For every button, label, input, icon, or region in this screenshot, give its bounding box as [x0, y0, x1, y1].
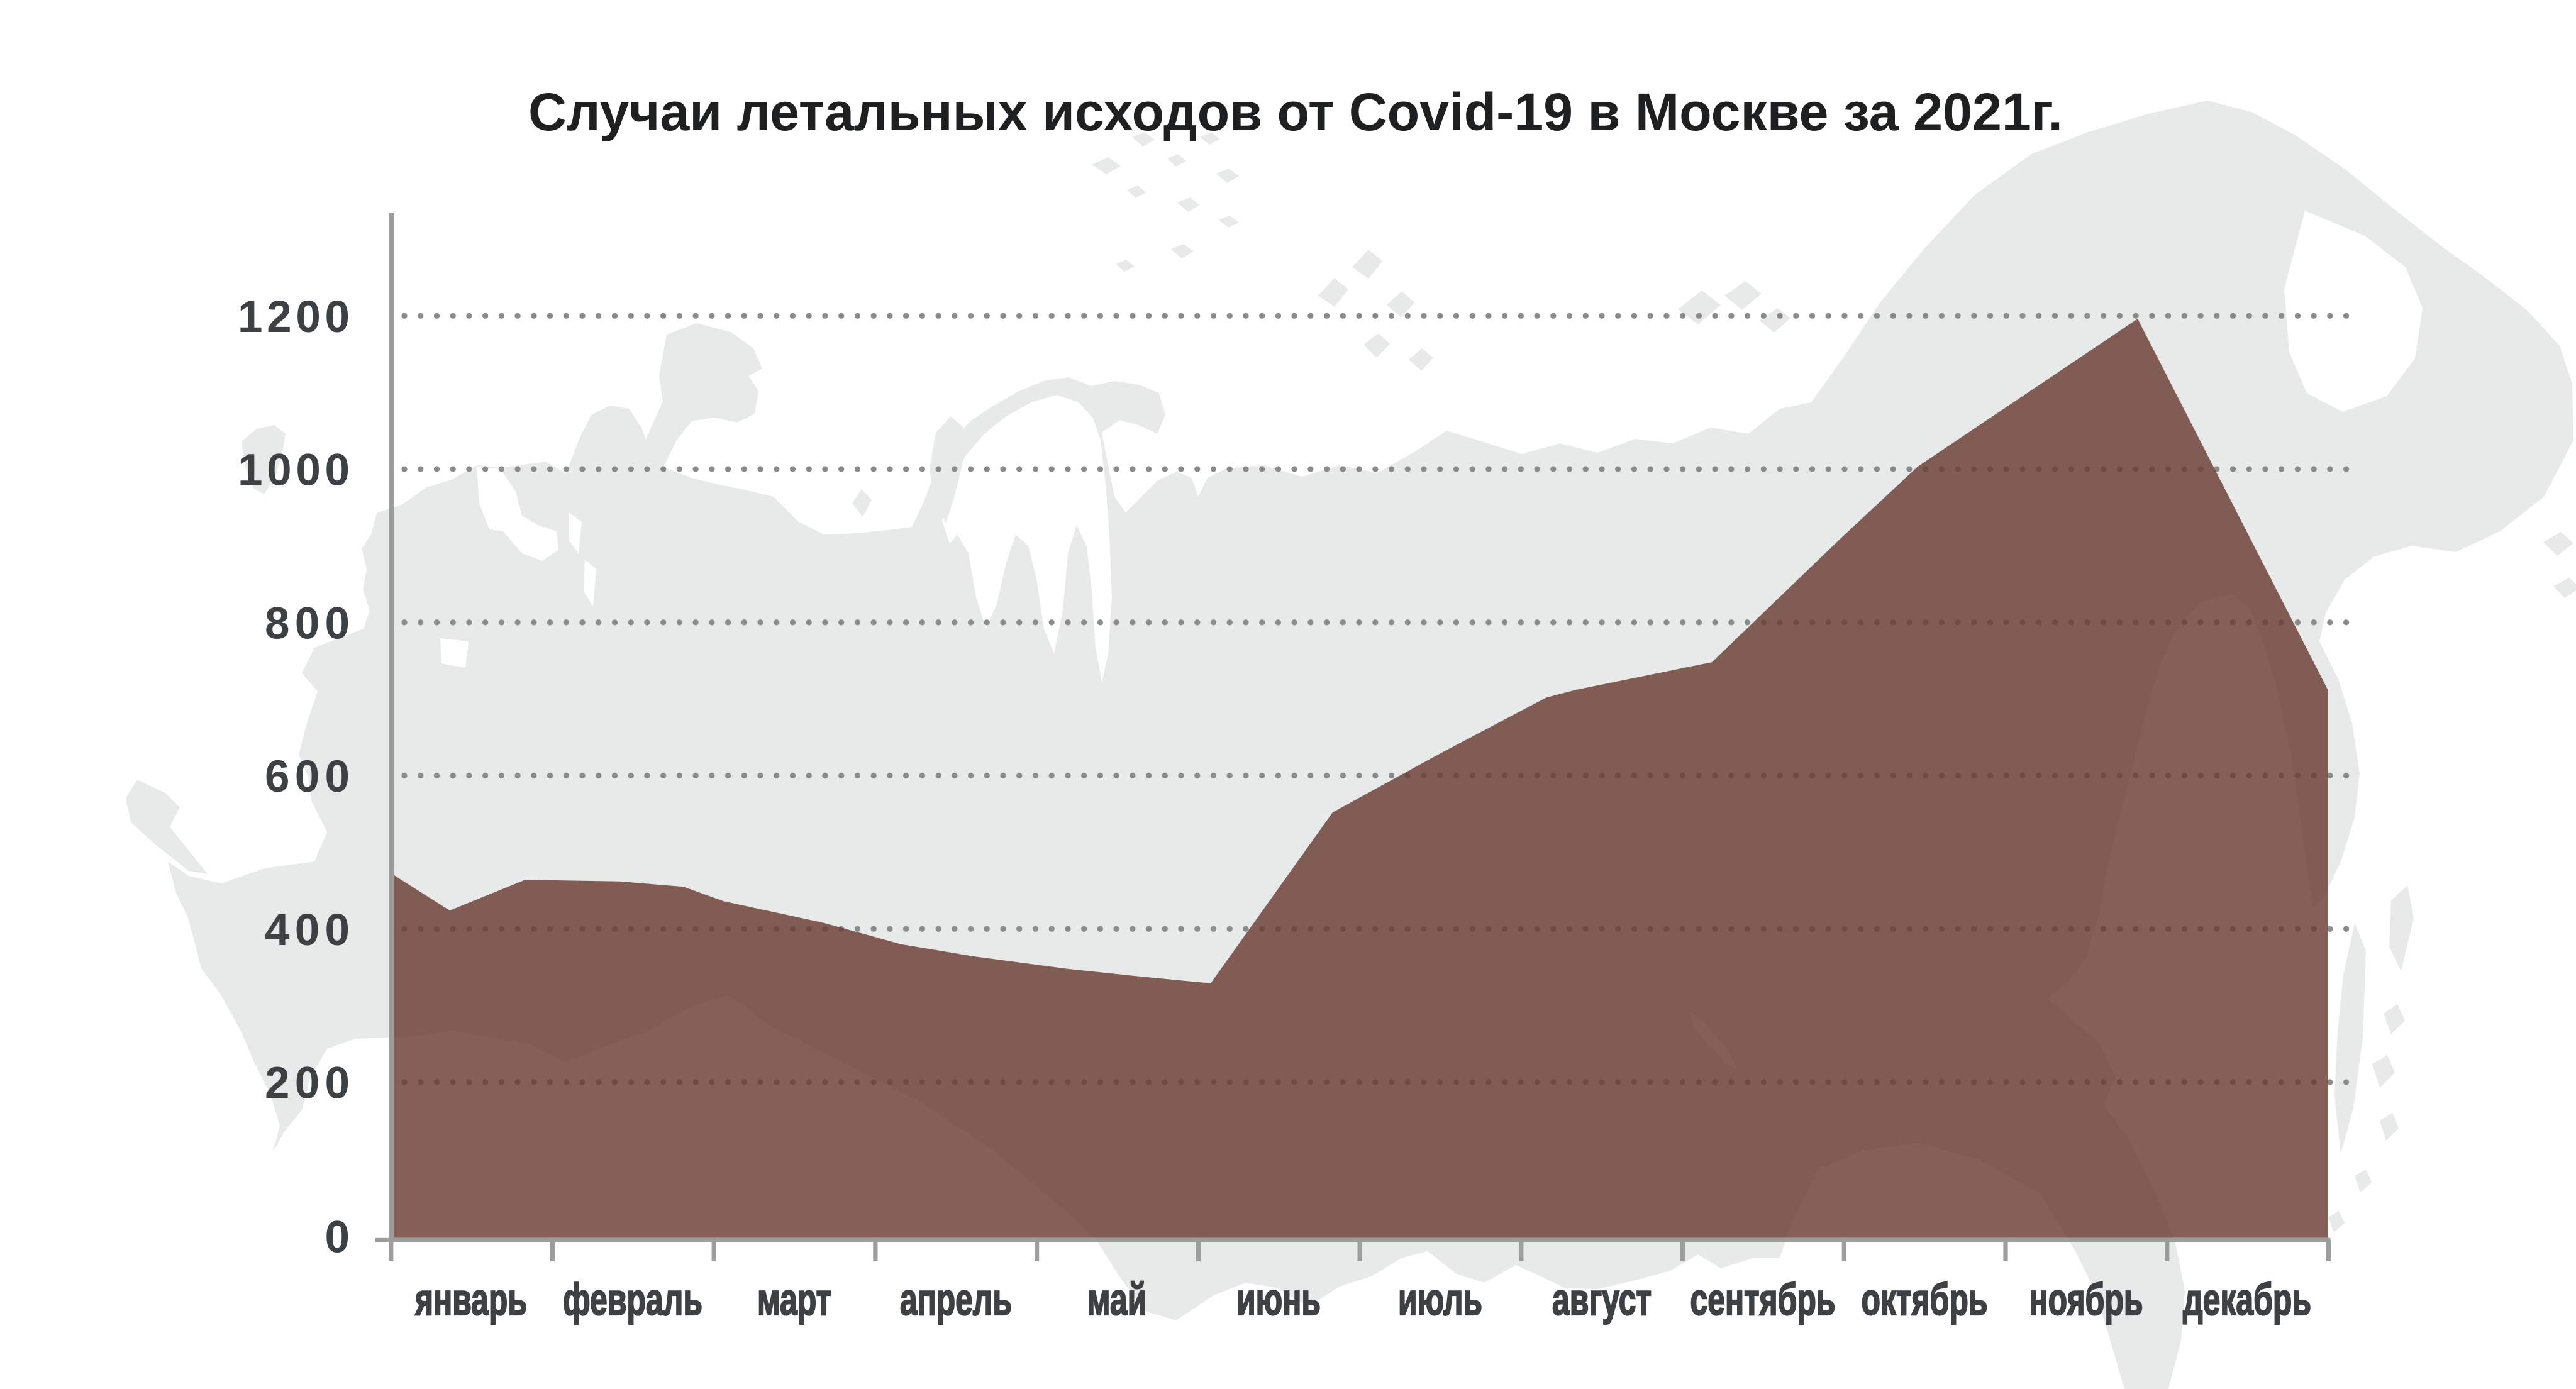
svg-text:400: 400 [265, 905, 350, 955]
svg-text:май: май [1087, 1275, 1147, 1325]
svg-text:июнь: июнь [1236, 1275, 1321, 1325]
svg-text:октябрь: октябрь [1862, 1275, 1988, 1325]
svg-text:сентябрь: сентябрь [1690, 1275, 1836, 1325]
svg-text:Случаи летальных исходов от Co: Случаи летальных исходов от Covid-19 в М… [528, 82, 2063, 141]
svg-text:0: 0 [325, 1213, 350, 1263]
svg-text:декабрь: декабрь [2183, 1275, 2311, 1325]
svg-text:февраль: февраль [563, 1275, 702, 1325]
svg-text:июль: июль [1398, 1275, 1482, 1325]
svg-text:200: 200 [265, 1059, 350, 1109]
svg-text:август: август [1552, 1275, 1652, 1325]
svg-text:январь: январь [414, 1275, 527, 1325]
svg-text:800: 800 [265, 599, 350, 648]
svg-text:март: март [757, 1275, 831, 1325]
svg-text:апрель: апрель [900, 1275, 1012, 1325]
svg-text:ноябрь: ноябрь [2029, 1275, 2143, 1325]
svg-text:600: 600 [265, 752, 350, 802]
